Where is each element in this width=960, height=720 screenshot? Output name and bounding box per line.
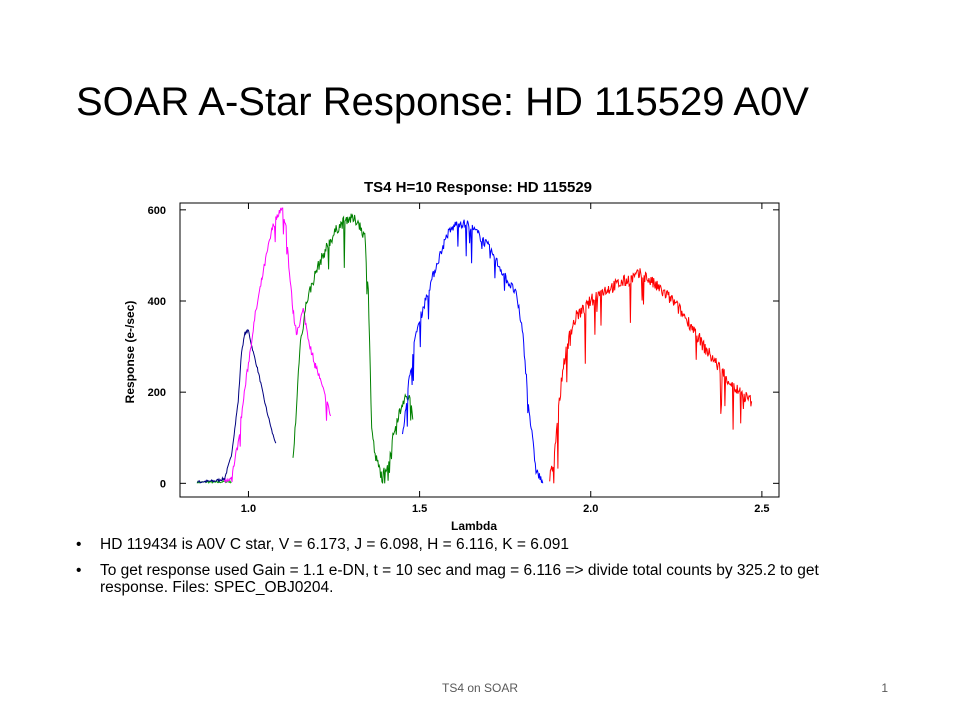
bullet-text: HD 119434 is A0V C star, V = 6.173, J = … — [100, 536, 570, 553]
tick-layer: 1.0 1.5 2.0 2.5 0 200 400 600 — [148, 203, 779, 515]
y-tick-label: 0 — [160, 478, 166, 490]
x-tick-label: 2.0 — [583, 503, 598, 515]
y-tick-label: 400 — [148, 296, 166, 308]
bullet-dot: • — [76, 536, 82, 553]
chart-title: TS4 H=10 Response: HD 115529 — [364, 179, 592, 196]
series-line-4 — [292, 213, 414, 484]
series-line-2 — [197, 328, 277, 484]
y-tick-label: 200 — [148, 387, 166, 399]
series-line-3 — [224, 207, 332, 484]
footer-text: TS4 on SOAR — [441, 681, 519, 695]
y-tick-label: 600 — [148, 205, 166, 217]
x-tick-label: 1.0 — [241, 503, 256, 515]
series-layer — [196, 207, 753, 484]
plot-frame — [179, 202, 780, 498]
bullet-text: To get response used Gain = 1.1 e-DN, t … — [100, 562, 819, 596]
x-tick-label: 2.5 — [754, 503, 769, 515]
bullet-list: • HD 119434 is A0V C star, V = 6.173, J … — [76, 536, 836, 605]
response-chart: TS4 H=10 Response: HD 115529 1.0 1.5 2.0 2.… — [123, 179, 780, 533]
page-number: 1 — [881, 681, 888, 695]
y-axis-label: Response (e-/sec) — [123, 301, 137, 404]
series-line-6 — [549, 268, 753, 484]
x-tick-label: 1.5 — [412, 503, 427, 515]
bullet-item: • HD 119434 is A0V C star, V = 6.173, J … — [76, 536, 836, 553]
x-axis-label: Lambda — [451, 519, 497, 533]
slide-title: SOAR A-Star Response: HD 115529 A0V — [76, 80, 809, 124]
bullet-dot: • — [76, 562, 82, 579]
bullet-item: • To get response used Gain = 1.1 e-DN, … — [76, 562, 836, 596]
series-line-5 — [402, 219, 544, 484]
